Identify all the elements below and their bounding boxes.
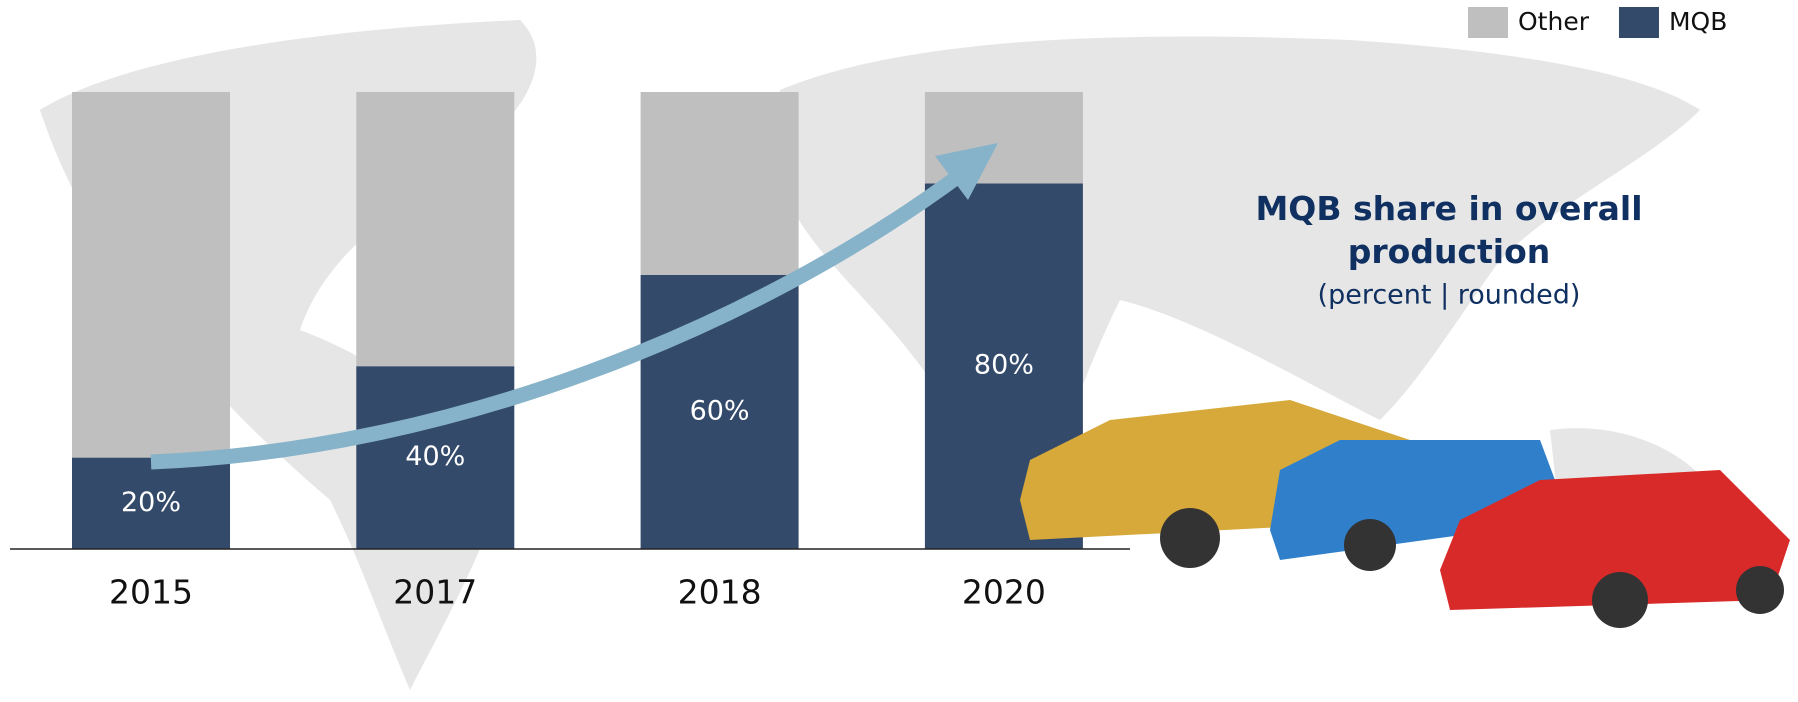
chart-subtitle: (percent | rounded) — [1318, 280, 1581, 311]
x-tick-label: 2020 — [962, 573, 1046, 612]
x-tick-label: 2017 — [393, 573, 477, 612]
data-label: 60% — [690, 395, 750, 426]
chart: 20%201540%201760%201880%2020 MQB share i… — [0, 0, 1798, 702]
bar-segment — [356, 92, 514, 366]
data-label: 40% — [405, 441, 465, 472]
data-label: 80% — [974, 350, 1034, 381]
bar-segment — [641, 92, 799, 275]
x-tick-label: 2015 — [109, 573, 193, 612]
x-tick-label: 2018 — [678, 573, 762, 612]
legend-label: Other — [1518, 7, 1590, 36]
legend-label: MQB — [1669, 7, 1727, 36]
bar-segment — [72, 92, 230, 458]
legend-swatch — [1619, 7, 1659, 38]
cars-illustration — [1020, 400, 1790, 628]
data-label: 20% — [121, 487, 181, 518]
legend-swatch — [1468, 7, 1508, 38]
legend: Other MQB — [1468, 7, 1727, 38]
plot: 20% 2015 40% 2017 60% 2018 80% 2020 — [72, 92, 1083, 612]
